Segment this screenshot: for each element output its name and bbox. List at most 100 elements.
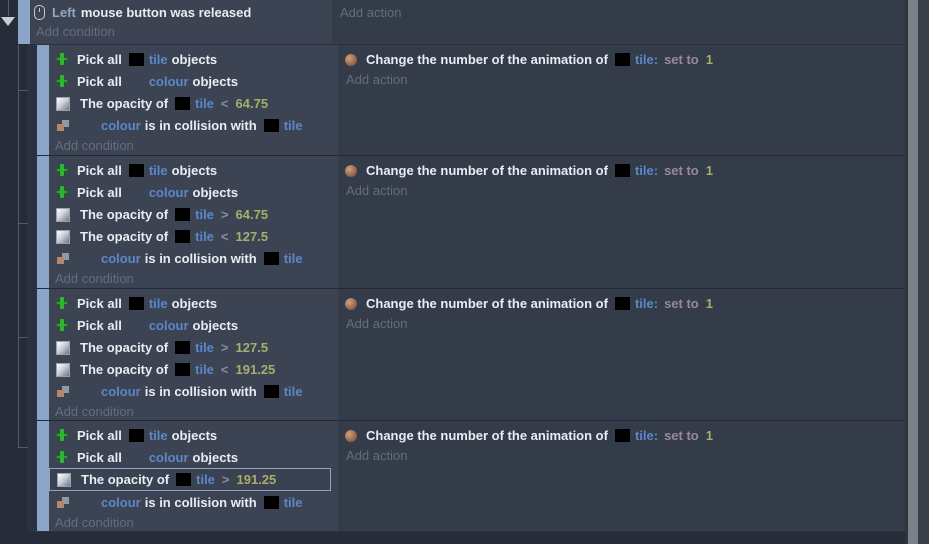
event-block: Pick all tile objects Pick all colour objects… — [37, 421, 905, 531]
mouse-icon — [34, 5, 45, 20]
condition-text: objects — [171, 427, 218, 443]
event-drag-bar[interactable] — [37, 289, 49, 420]
event-drag-bar[interactable] — [37, 45, 49, 155]
condition-row[interactable]: The opacity of tile >64.75 — [49, 203, 338, 225]
condition-row[interactable]: colour is in collision with tile — [49, 491, 338, 513]
object-name: tile — [195, 95, 214, 111]
condition-row[interactable]: colour is in collision with tile — [49, 380, 338, 402]
collision-icon — [56, 384, 70, 398]
object-name: colour — [148, 73, 189, 89]
object-name: tile — [148, 427, 168, 443]
tree-line — [18, 337, 28, 338]
conditions-area: Pick all tile objects Pick all colour objects… — [49, 156, 338, 288]
tree-line — [18, 90, 28, 91]
object-thumbnail — [128, 52, 144, 66]
animation-icon — [345, 429, 357, 442]
object-thumbnail — [614, 163, 630, 177]
object-thumbnail — [175, 96, 191, 110]
condition-row[interactable]: Pick all colour objects — [49, 314, 338, 336]
add-action-link[interactable]: Add action — [346, 316, 408, 331]
tree-line — [8, 0, 9, 16]
condition-row[interactable]: The opacity of tile >191.25 — [49, 468, 331, 491]
conditions-area: Left mouse button was released Add condi… — [30, 0, 332, 44]
condition-row[interactable]: Pick all tile objects — [49, 424, 338, 446]
add-action-link[interactable]: Add action — [346, 72, 408, 87]
event-drag-bar[interactable] — [37, 156, 49, 288]
opacity-icon — [57, 473, 71, 487]
event-drag-bar[interactable] — [37, 421, 49, 531]
condition-text: is in collision with — [144, 117, 257, 133]
condition-text: Pick all — [77, 427, 122, 443]
add-condition-link[interactable]: Add condition — [55, 271, 134, 286]
condition-row[interactable]: Pick all tile objects — [49, 48, 338, 70]
object-name: tile — [148, 295, 168, 311]
event-separator — [37, 288, 905, 289]
action-text: Change the number of the animation of — [366, 295, 608, 311]
add-action-link[interactable]: Add action — [346, 448, 408, 463]
object-thumbnail — [175, 340, 191, 354]
animation-icon — [345, 164, 357, 177]
action-value: 1 — [705, 295, 713, 311]
add-action-link[interactable]: Add action — [340, 5, 402, 20]
comparison-operator: > — [220, 339, 229, 355]
condition-text: The opacity of — [80, 228, 169, 244]
opacity-icon — [56, 207, 70, 222]
action-row[interactable]: Change the number of the animation of til… — [338, 424, 905, 446]
condition-text: The opacity of — [80, 339, 169, 355]
action-value: 1 — [705, 51, 713, 67]
opacity-icon — [56, 96, 70, 111]
object-name: tile — [195, 228, 214, 244]
action-text: Change the number of the animation of — [366, 427, 608, 443]
add-condition-link[interactable]: Add condition — [55, 138, 134, 153]
action-row[interactable]: Change the number of the animation of til… — [338, 159, 905, 181]
pick-all-icon — [55, 163, 69, 177]
pick-all-icon — [55, 185, 69, 199]
comparison-value: 191.25 — [236, 472, 277, 487]
condition-row[interactable]: The opacity of tile >127.5 — [49, 336, 338, 358]
actions-area: Change the number of the animation of til… — [338, 421, 905, 531]
add-condition-link[interactable]: Add condition — [36, 24, 115, 39]
condition-text: mouse button was released — [80, 5, 252, 20]
event-block: Pick all tile objects Pick all colour objects… — [37, 156, 905, 288]
condition-row[interactable]: Left mouse button was released — [30, 3, 332, 22]
condition-row[interactable]: colour is in collision with tile — [49, 114, 338, 136]
condition-row[interactable]: The opacity of tile <64.75 — [49, 92, 338, 114]
object-name: tile: — [634, 295, 659, 311]
add-action-link[interactable]: Add action — [346, 183, 408, 198]
add-condition-link[interactable]: Add condition — [55, 515, 134, 530]
object-name: colour — [148, 184, 189, 200]
condition-row[interactable]: Pick all colour objects — [49, 446, 338, 468]
object-name: tile — [283, 494, 303, 510]
action-row[interactable]: Change the number of the animation of til… — [338, 292, 905, 314]
set-to-text: set to — [664, 295, 699, 311]
condition-row[interactable]: Pick all colour objects — [49, 181, 338, 203]
action-row[interactable]: Change the number of the animation of til… — [338, 48, 905, 70]
condition-row[interactable]: The opacity of tile <127.5 — [49, 225, 338, 247]
set-to-text: set to — [664, 162, 699, 178]
object-name: colour — [148, 317, 189, 333]
condition-row[interactable]: Pick all colour objects — [49, 70, 338, 92]
event-drag-bar[interactable] — [18, 0, 30, 44]
object-name: tile: — [634, 427, 659, 443]
condition-row[interactable]: The opacity of tile <191.25 — [49, 358, 338, 380]
object-name: tile: — [634, 162, 659, 178]
condition-text: is in collision with — [144, 494, 257, 510]
object-name: colour — [148, 449, 189, 465]
action-value: 1 — [705, 162, 713, 178]
scrollbar-thumb[interactable] — [908, 0, 918, 544]
add-condition-link[interactable]: Add condition — [55, 404, 134, 419]
comparison-operator: < — [220, 95, 229, 111]
object-name: tile — [195, 361, 214, 377]
condition-text: Pick all — [77, 73, 122, 89]
condition-parameter: Left — [52, 5, 76, 20]
set-to-text: set to — [664, 51, 699, 67]
object-thumbnail — [263, 118, 279, 132]
condition-row[interactable]: Pick all tile objects — [49, 292, 338, 314]
condition-row[interactable]: colour is in collision with tile — [49, 247, 338, 269]
collapse-arrow-icon[interactable] — [1, 17, 15, 26]
condition-row[interactable]: Pick all tile objects — [49, 159, 338, 181]
condition-text: Pick all — [77, 51, 122, 67]
object-thumbnail — [176, 473, 192, 486]
conditions-area: Pick all tile objects Pick all colour objects… — [49, 289, 338, 420]
animation-icon — [345, 53, 357, 66]
